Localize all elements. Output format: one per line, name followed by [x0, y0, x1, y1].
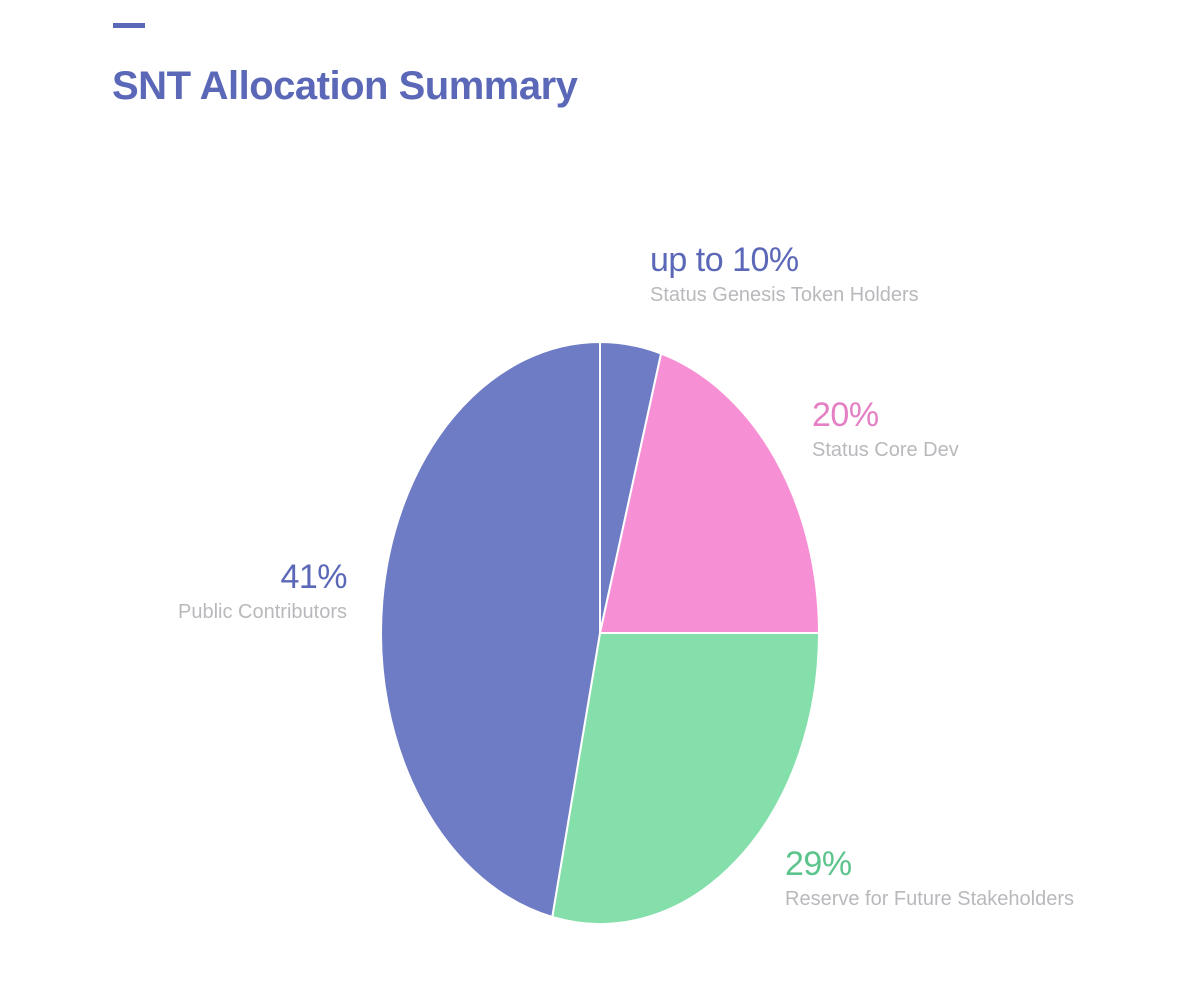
slice-pct-genesis: up to 10% — [650, 241, 799, 279]
label-genesis-token-holders: up to 10% Status Genesis Token Holders — [650, 240, 919, 308]
slice-pct-public: 41% — [280, 558, 347, 596]
title-accent-bar — [113, 23, 145, 28]
label-public-contributors: 41% Public Contributors — [178, 557, 347, 625]
slice-name-public: Public Contributors — [178, 601, 347, 623]
label-reserve: 29% Reserve for Future Stakeholders — [785, 844, 1074, 912]
label-core-dev: 20% Status Core Dev — [812, 395, 959, 463]
slice-pct-core-dev: 20% — [812, 396, 879, 434]
pie-slice-status-core-dev — [599, 352, 820, 634]
pie-slice-public-contributors — [380, 341, 601, 918]
slice-name-reserve: Reserve for Future Stakeholders — [785, 888, 1075, 910]
slice-name-genesis: Status Genesis Token Holders — [650, 284, 919, 306]
slice-name-core-dev: Status Core Dev — [812, 439, 959, 461]
slice-pct-reserve: 29% — [785, 845, 852, 883]
page-title: SNT Allocation Summary — [112, 64, 578, 108]
pie-slice-reserve-for-future-stakeholders — [551, 632, 820, 925]
